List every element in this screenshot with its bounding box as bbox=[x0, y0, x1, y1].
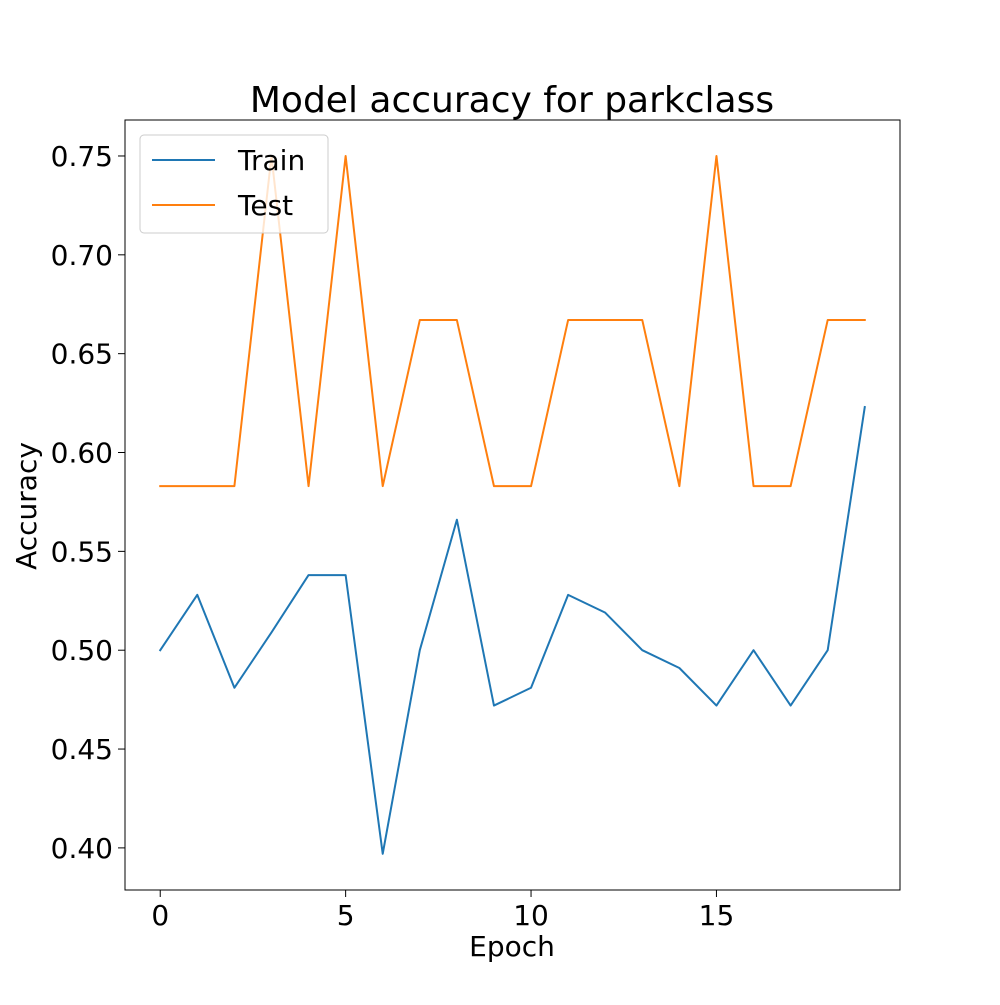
chart-title: Model accuracy for parkclass bbox=[250, 80, 774, 121]
axes-frame bbox=[124, 119, 901, 891]
x-tick-label: 5 bbox=[337, 899, 355, 932]
y-tick-label: 0.75 bbox=[51, 140, 113, 173]
y-tick-label: 0.45 bbox=[51, 733, 113, 766]
x-tick-label: 10 bbox=[513, 899, 549, 932]
y-tick-label: 0.65 bbox=[51, 338, 113, 371]
y-tick-label: 0.55 bbox=[51, 535, 113, 568]
y-tick-label: 0.40 bbox=[51, 832, 113, 865]
plot-area: 0 5 10 15 0.40 0.45 0.50 0.55 0.60 0.65 0.70 0.75 bbox=[51, 119, 901, 932]
series-line-train bbox=[158, 405, 866, 855]
y-tick-label: 0.60 bbox=[51, 437, 113, 470]
y-tick-label: 0.70 bbox=[51, 239, 113, 272]
legend-label-train: Train bbox=[237, 144, 305, 177]
legend: Train Test bbox=[139, 134, 329, 234]
x-tick-label: 15 bbox=[699, 899, 735, 932]
y-tick-label: 0.50 bbox=[51, 634, 113, 667]
x-axis-label: Epoch bbox=[469, 930, 555, 963]
x-tick-label: 0 bbox=[151, 899, 169, 932]
y-axis-label: Accuracy bbox=[10, 442, 43, 570]
legend-label-test: Test bbox=[237, 189, 293, 222]
